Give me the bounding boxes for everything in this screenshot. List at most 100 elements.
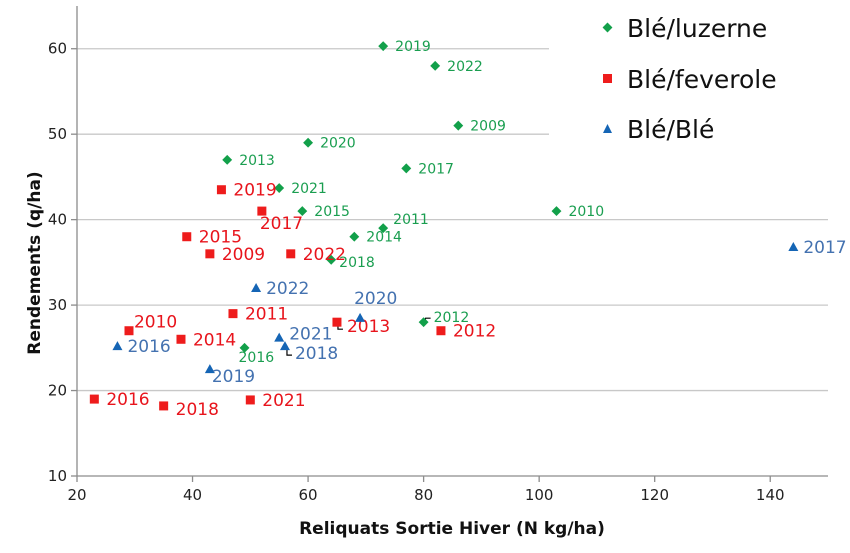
- point-label: 2020: [354, 289, 397, 309]
- y-tick-labels: 10 20 30 40 50 60: [48, 40, 67, 485]
- triangle-point: [279, 341, 290, 351]
- point-label: 2022: [266, 279, 309, 299]
- x-tick-label: 100: [525, 486, 554, 504]
- y-tick-label: 40: [48, 211, 67, 229]
- x-tick-label: 120: [640, 486, 669, 504]
- point-label: 2016: [239, 350, 275, 366]
- diamond-point: [297, 206, 308, 217]
- square-point: [182, 232, 192, 242]
- square-point: [176, 334, 186, 344]
- point-label: 2009: [222, 245, 265, 265]
- point-label: 2009: [470, 119, 506, 135]
- point-label: 2019: [395, 39, 431, 55]
- triangle-point: [251, 283, 262, 292]
- axes: [71, 6, 828, 482]
- point-label: 2020: [320, 136, 356, 152]
- square-point: [257, 206, 267, 216]
- point-label: 2012: [453, 322, 496, 342]
- point-label: 2012: [434, 310, 470, 326]
- point-label: 2015: [314, 204, 350, 220]
- diamond-point: [418, 317, 429, 328]
- point-label: 2010: [134, 313, 177, 333]
- square-point: [286, 249, 296, 259]
- square-point: [159, 401, 169, 411]
- point-label: 2011: [393, 212, 429, 228]
- diamond-point: [551, 206, 562, 217]
- legend-label: Blé/luzerne: [627, 14, 767, 43]
- square-point: [205, 249, 215, 259]
- leader-line: [286, 349, 292, 356]
- point-label: 2019: [233, 181, 276, 201]
- y-tick-label: 10: [48, 467, 67, 485]
- diamond-marker-icon: [602, 22, 613, 33]
- square-point: [245, 395, 255, 405]
- point-label: 2013: [347, 317, 390, 337]
- point-label: 2018: [176, 400, 219, 420]
- square-point: [124, 326, 134, 336]
- point-label: 2016: [127, 337, 170, 357]
- legend-item-ble-ble[interactable]: Blé/Blé: [603, 115, 714, 144]
- diamond-point: [378, 41, 389, 52]
- diamond-point: [303, 137, 314, 148]
- legend-item-ble-luzerne[interactable]: Blé/luzerne: [602, 14, 768, 43]
- point-label: 2021: [289, 325, 332, 345]
- y-tick-label: 50: [48, 125, 67, 143]
- y-tick-label: 30: [48, 296, 67, 314]
- point-label: 2019: [212, 367, 255, 387]
- y-tick-label: 20: [48, 382, 67, 400]
- legend-label: Blé/feverole: [627, 65, 777, 94]
- square-point: [228, 309, 238, 319]
- point-label: 2016: [106, 390, 149, 410]
- point-label: 2014: [193, 330, 236, 350]
- gridlines: [77, 48, 828, 392]
- x-axis-title: Reliquats Sortie Hiver (N kg/ha): [299, 519, 605, 539]
- square-marker-icon: [603, 74, 612, 83]
- x-tick-label: 20: [67, 486, 86, 504]
- point-label: 2022: [303, 245, 346, 265]
- square-point: [436, 326, 446, 336]
- triangle-point: [788, 241, 799, 251]
- triangle-point: [112, 341, 123, 351]
- triangle-marker-icon: [603, 124, 612, 133]
- x-tick-label: 80: [414, 486, 433, 504]
- x-tick-label: 60: [299, 486, 318, 504]
- point-label: 2021: [291, 181, 327, 197]
- point-label: 2017: [803, 238, 846, 258]
- point-label: 2011: [245, 305, 288, 325]
- diamond-point: [401, 163, 412, 174]
- point-label: 2017: [260, 214, 303, 234]
- x-tick-label: 140: [756, 486, 785, 504]
- point-label: 2021: [262, 391, 305, 411]
- diamond-point: [326, 254, 337, 265]
- diamond-point: [274, 183, 285, 193]
- diamond-point: [378, 223, 389, 234]
- point-label: 2022: [447, 59, 483, 75]
- legend-item-ble-feverole[interactable]: Blé/feverole: [603, 65, 777, 94]
- x-tick-labels: 20 40 60 80 100 120 140: [67, 486, 784, 504]
- point-label: 2017: [418, 161, 454, 177]
- diamond-point: [430, 60, 441, 71]
- triangle-point: [204, 364, 215, 374]
- point-label: 2018: [295, 344, 338, 364]
- diamond-point: [453, 120, 464, 131]
- diamond-point: [239, 342, 250, 353]
- point-label: 2010: [568, 204, 604, 220]
- square-point: [89, 394, 99, 404]
- point-label: 2018: [339, 255, 375, 271]
- y-tick-label: 60: [48, 40, 67, 58]
- point-label: 2014: [366, 230, 402, 246]
- triangle-point: [274, 332, 285, 342]
- legend-label: Blé/Blé: [627, 115, 714, 144]
- diamond-point: [349, 231, 360, 242]
- square-point: [332, 317, 342, 327]
- diamond-point: [222, 154, 233, 165]
- point-label: 2013: [239, 153, 275, 169]
- legend: Blé/luzerne Blé/feverole Blé/Blé: [602, 14, 777, 144]
- point-label: 2015: [199, 228, 242, 248]
- triangle-point: [355, 312, 366, 322]
